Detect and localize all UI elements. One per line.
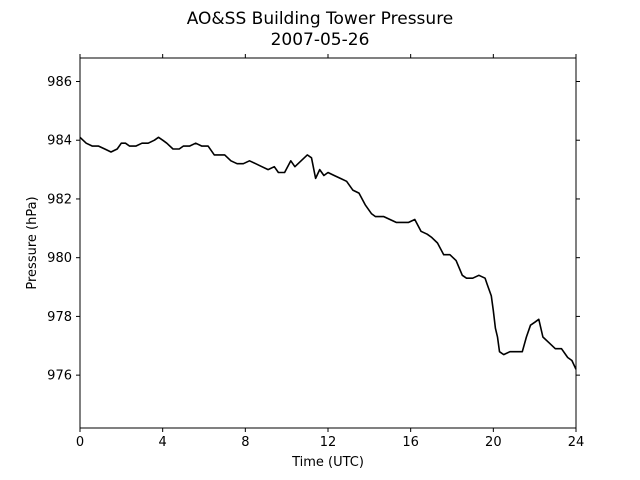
y-tick-label: 982 [47, 192, 72, 207]
x-tick-label: 20 [485, 435, 502, 450]
y-tick-label: 978 [47, 310, 72, 325]
x-tick-label: 0 [76, 435, 84, 450]
y-tick-label: 980 [47, 251, 72, 266]
y-axis-label: Pressure (hPa) [25, 196, 40, 289]
x-axis-ticks: 0 4 8 12 16 20 24 [76, 54, 584, 450]
x-tick-label: 12 [320, 435, 337, 450]
y-axis-ticks: 976 978 980 982 984 986 [47, 75, 580, 384]
x-tick-label: 16 [402, 435, 419, 450]
chart-title: AO&SS Building Tower Pressure [187, 9, 454, 29]
pressure-series-line [79, 136, 577, 370]
y-tick-label: 984 [47, 134, 72, 149]
x-tick-label: 4 [159, 435, 167, 450]
y-tick-label: 986 [47, 75, 72, 90]
x-tick-label: 24 [568, 435, 585, 450]
chart-subtitle: 2007-05-26 [271, 30, 370, 50]
x-tick-label: 8 [241, 435, 249, 450]
y-tick-label: 976 [47, 369, 72, 384]
x-axis-label: Time (UTC) [291, 455, 364, 470]
plot-frame [79, 57, 577, 429]
